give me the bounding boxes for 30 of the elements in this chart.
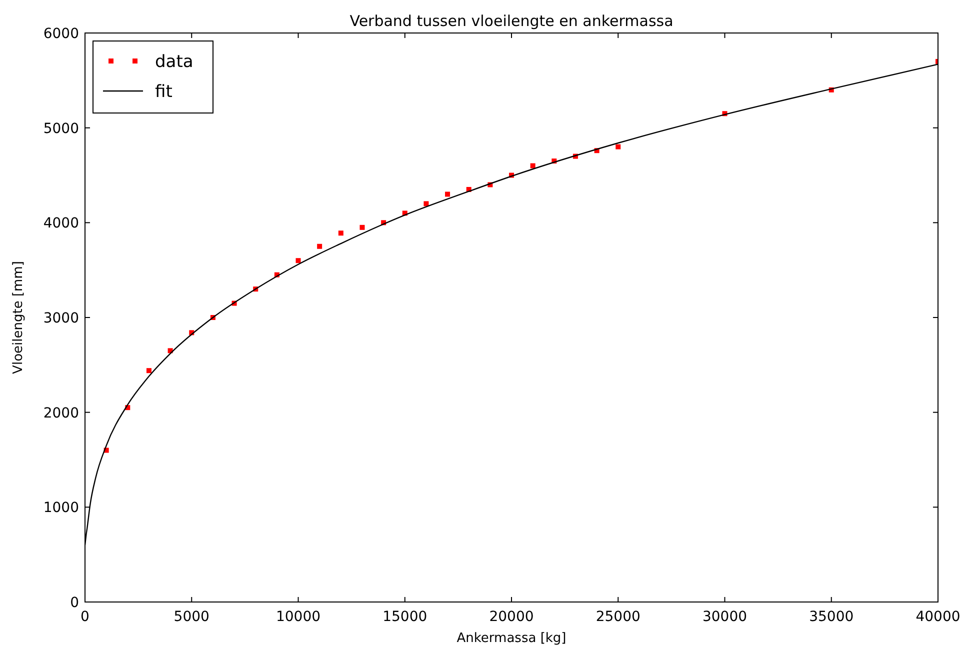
y-tick-label: 4000 — [43, 216, 79, 232]
x-tick-label: 30000 — [702, 609, 748, 625]
point — [616, 144, 621, 150]
x-tick-label: 35000 — [809, 609, 854, 625]
y-axis-title: Vloeilengte [mm] — [11, 261, 26, 374]
x-tick-label: 20000 — [489, 609, 534, 625]
legend-label: data — [155, 52, 194, 72]
point — [146, 368, 152, 374]
x-tick-label: 10000 — [276, 609, 321, 625]
point — [424, 201, 429, 206]
y-tick-label: 0 — [70, 595, 79, 611]
x-tick-label: 40000 — [916, 609, 960, 625]
point — [530, 163, 536, 168]
y-tick-label: 6000 — [43, 26, 79, 42]
point — [338, 230, 344, 236]
x-tick-label: 5000 — [174, 609, 210, 625]
legend-label: fit — [155, 82, 173, 102]
point — [317, 244, 322, 249]
y-tick-label: 5000 — [43, 120, 79, 137]
chart-title: Verband tussen vloeilengte en ankermassa — [350, 12, 674, 30]
y-tick-label: 3000 — [43, 310, 79, 326]
point — [296, 258, 301, 264]
x-axis-title: Ankermassa [kg] — [456, 631, 566, 646]
point — [445, 192, 450, 197]
x-tick-label: 25000 — [596, 609, 640, 625]
point — [360, 224, 365, 230]
x-tick-label: 15000 — [382, 609, 428, 625]
y-tick-label: 1000 — [43, 500, 79, 516]
y-tick-label: 2000 — [43, 405, 79, 422]
x-tick-label: 0 — [80, 609, 90, 625]
